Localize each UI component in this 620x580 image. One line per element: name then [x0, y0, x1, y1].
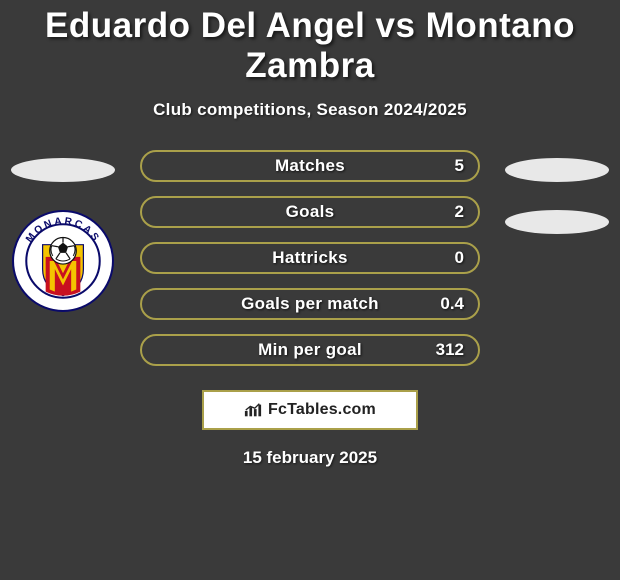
- stat-row-matches: Matches 5: [140, 150, 480, 182]
- content-row: MONARCAS · MORELI ·: [0, 150, 620, 468]
- right-oval-placeholder-2: [505, 210, 609, 234]
- page-title: Eduardo Del Angel vs Montano Zambra: [0, 6, 620, 86]
- brand-box[interactable]: FcTables.com: [202, 390, 418, 430]
- date-text: 15 february 2025: [243, 448, 377, 468]
- stat-label: Hattricks: [272, 248, 347, 268]
- stat-row-gpm: Goals per match 0.4: [140, 288, 480, 320]
- stat-label: Matches: [275, 156, 345, 176]
- stat-label: Min per goal: [258, 340, 362, 360]
- stat-value-right: 0: [455, 248, 464, 268]
- stat-value-right: 0.4: [440, 294, 464, 314]
- stat-value-right: 5: [455, 156, 464, 176]
- stat-label: Goals: [286, 202, 335, 222]
- left-club-logo: MONARCAS · MORELI ·: [12, 210, 114, 312]
- stats-column: Matches 5 Goals 2 Hattricks 0 Goals per …: [118, 150, 502, 468]
- right-oval-placeholder-1: [505, 158, 609, 182]
- stat-row-mpg: Min per goal 312: [140, 334, 480, 366]
- left-column: MONARCAS · MORELI ·: [8, 150, 118, 312]
- barchart-icon: [244, 402, 262, 418]
- stat-value-right: 2: [455, 202, 464, 222]
- stat-row-hattricks: Hattricks 0: [140, 242, 480, 274]
- subtitle: Club competitions, Season 2024/2025: [153, 100, 467, 120]
- stat-row-goals: Goals 2: [140, 196, 480, 228]
- stat-value-right: 312: [436, 340, 464, 360]
- right-column: [502, 150, 612, 262]
- brand-text: FcTables.com: [268, 401, 376, 419]
- stat-label: Goals per match: [241, 294, 379, 314]
- left-oval-placeholder: [11, 158, 115, 182]
